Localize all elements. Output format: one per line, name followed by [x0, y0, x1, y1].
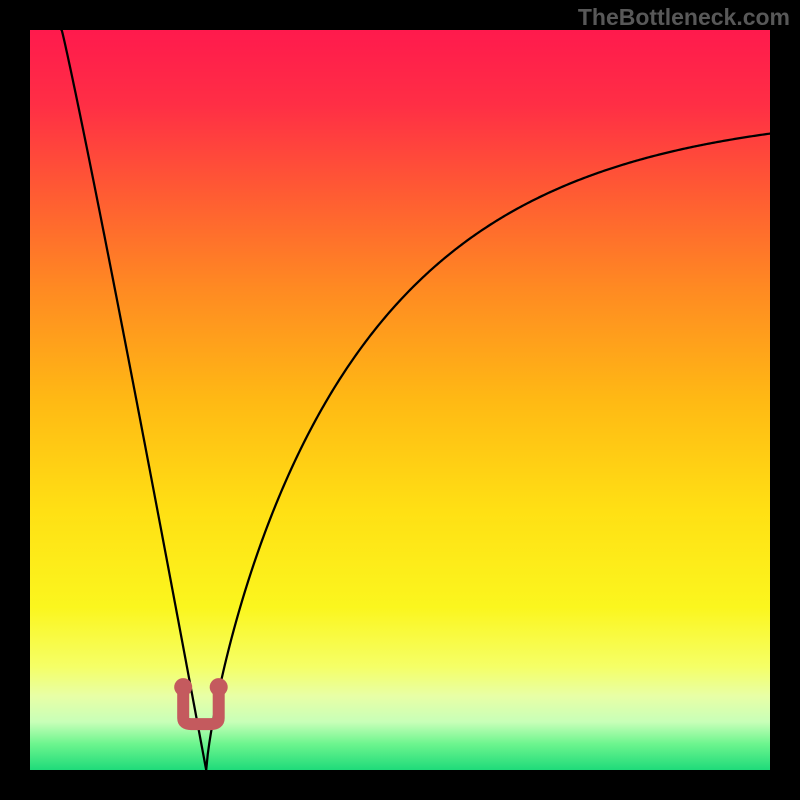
u-marker-dot-left	[174, 678, 192, 696]
watermark-text: TheBottleneck.com	[578, 4, 790, 31]
bottleneck-chart	[0, 0, 800, 800]
chart-container: { "watermark": { "text": "TheBottleneck.…	[0, 0, 800, 800]
gradient-background	[30, 30, 770, 770]
u-marker-dot-right	[210, 678, 228, 696]
